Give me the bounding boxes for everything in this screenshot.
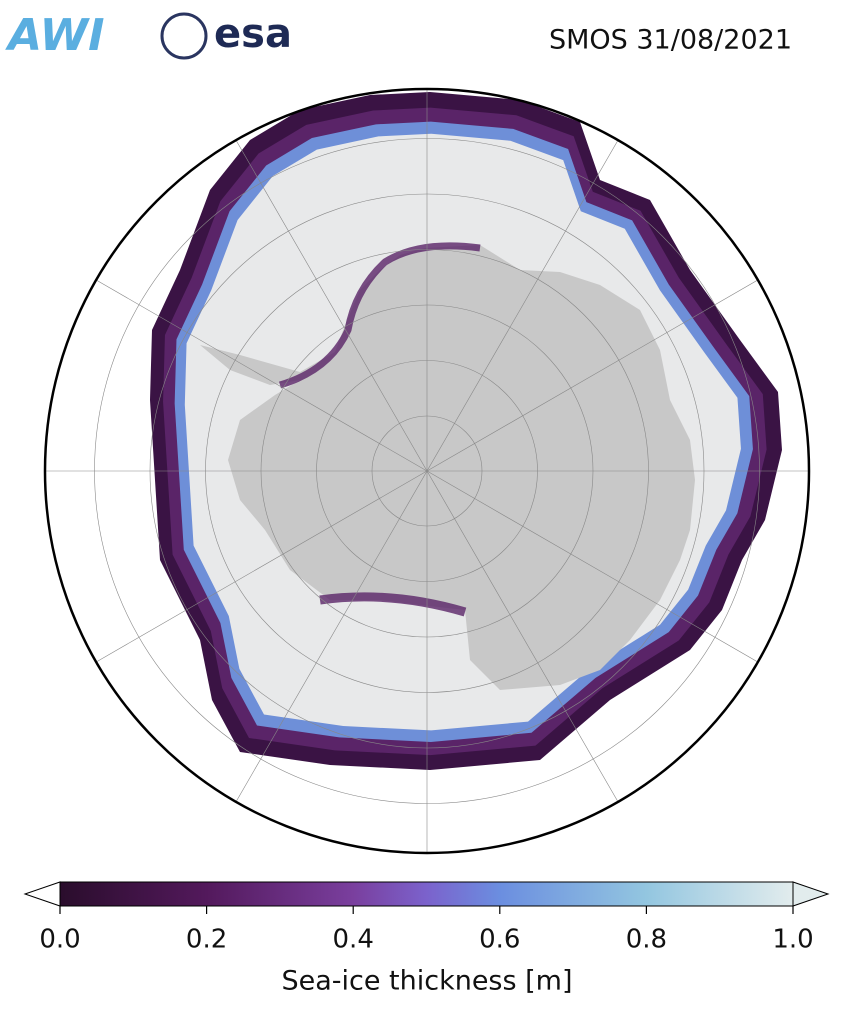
colorbar-label: Sea-ice thickness [m]	[281, 966, 572, 997]
map	[45, 89, 809, 853]
awi-logo: AWI	[5, 10, 105, 61]
colorbar-tick-label: 0.4	[333, 925, 374, 955]
map-title: SMOS 31/08/2021	[549, 25, 792, 56]
map-frame	[43, 87, 811, 855]
antarctica	[200, 245, 695, 690]
colorbar-tick-label: 0.2	[186, 925, 227, 955]
colorbar-tick-label: 0.0	[39, 925, 80, 955]
colorbar-extend-min	[23, 881, 61, 907]
colorbar: Sea-ice thickness [m] 0.0 0.2 0.4 0.6 0.8 1.0	[23, 881, 830, 997]
ice-edge-band	[319, 592, 467, 617]
colorbar-tick-label: 0.6	[479, 925, 520, 955]
colorbar-tick-label: 0.8	[626, 925, 667, 955]
ice-edge-band	[278, 242, 481, 389]
colorbar-tick-label: 1.0	[772, 925, 813, 955]
colorbar-ramp	[59, 881, 794, 907]
esa-logo: esa	[214, 11, 292, 57]
esa-emblem	[160, 12, 208, 60]
graticule	[80, 270, 774, 672]
colorbar-extend-max	[792, 881, 830, 907]
